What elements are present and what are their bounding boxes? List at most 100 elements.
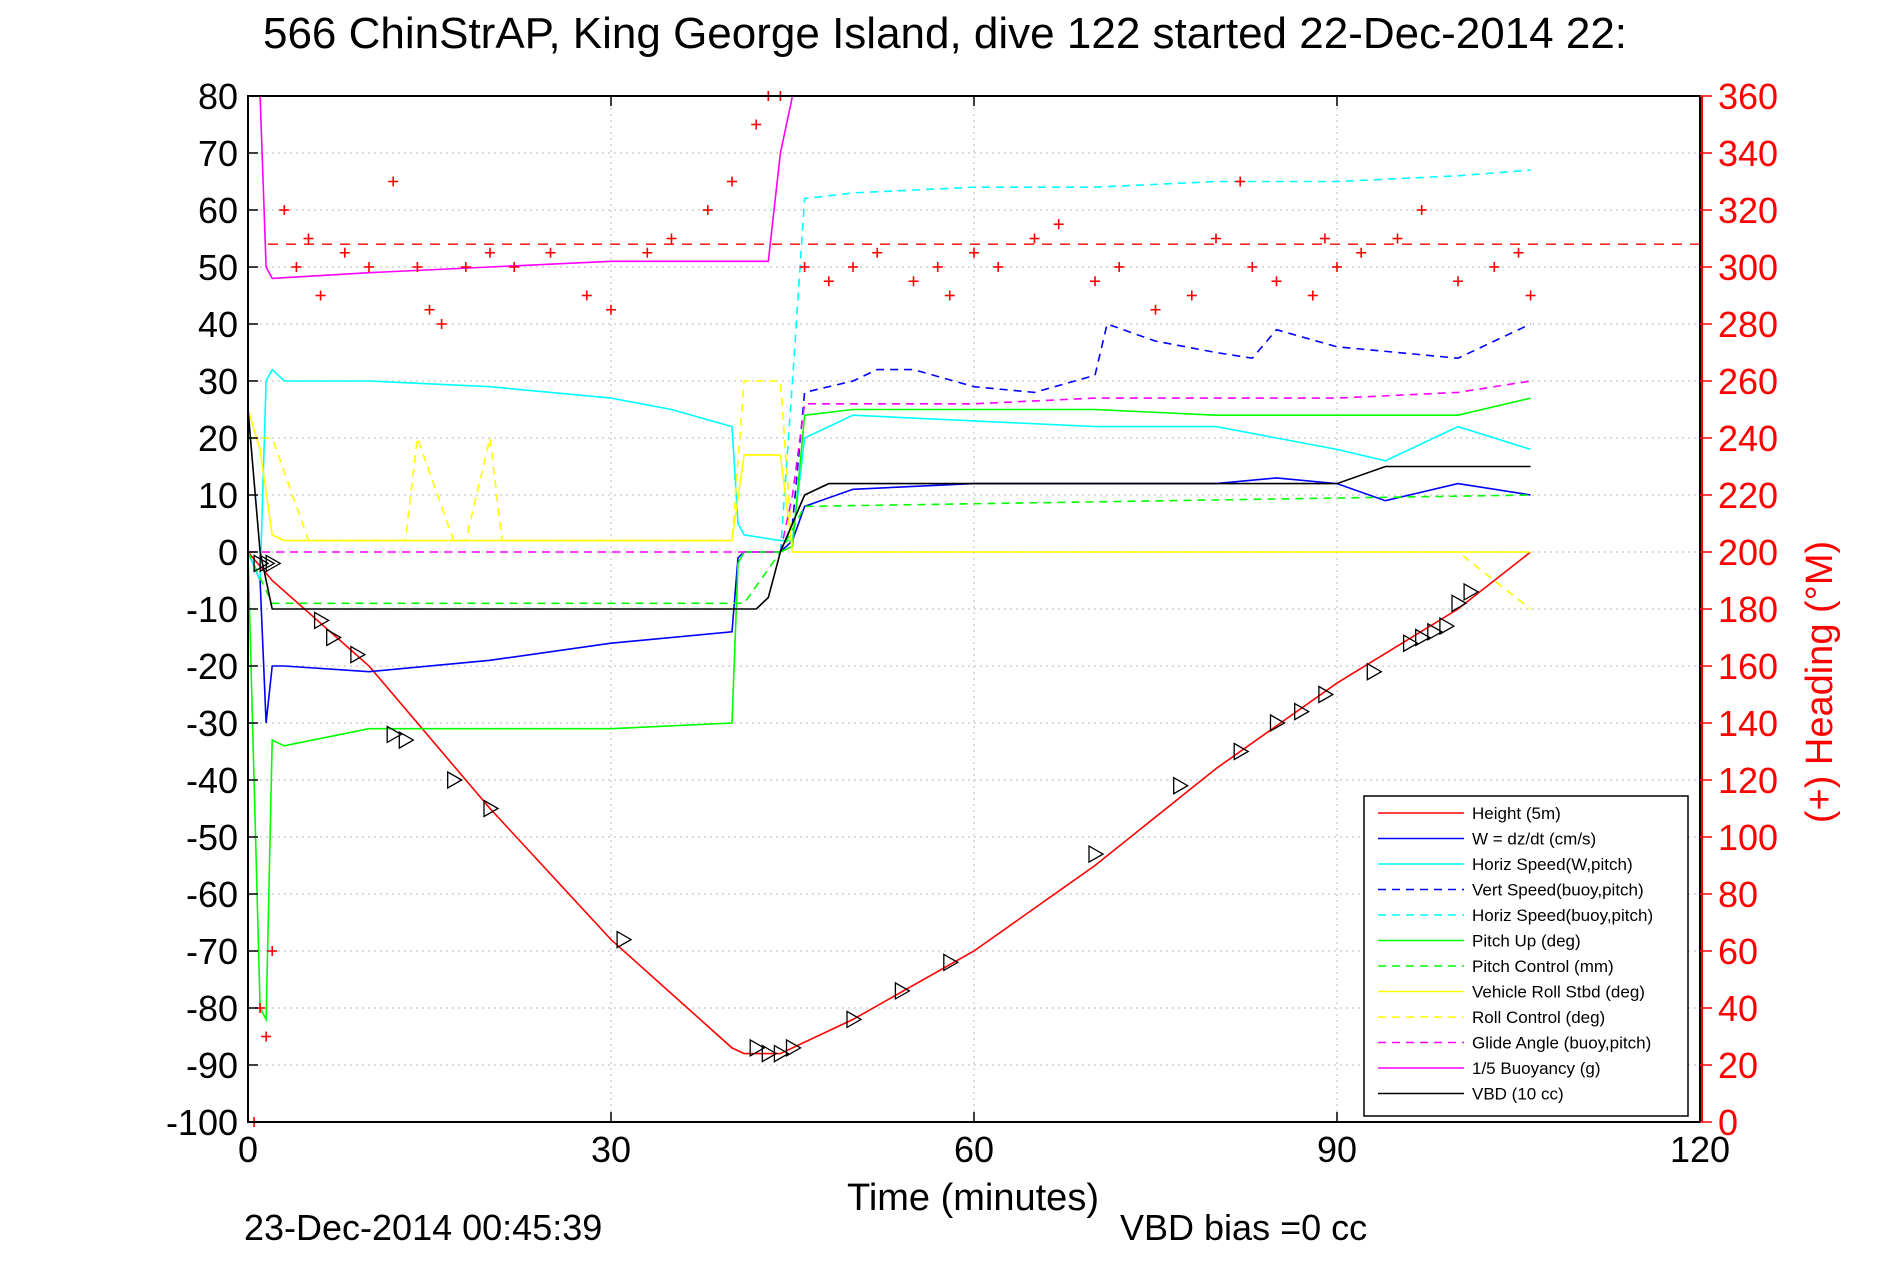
y-left-tick-label: -40 [186,760,238,801]
chart-title: 566 ChinStrAP, King George Island, dive … [263,9,1627,58]
y-right-tick-label: 20 [1718,1045,1758,1086]
heading-marker [1392,233,1403,244]
y-right-tick-label: 180 [1718,589,1778,630]
legend-label: Glide Angle (buoy,pitch) [1472,1034,1651,1053]
y-right-tick-label: 280 [1718,304,1778,345]
heading-marker [823,276,834,287]
series-line-10 [254,95,794,280]
y-right-tick-label: 240 [1718,418,1778,459]
triangle-marker [265,554,282,573]
heading-marker [1211,233,1221,244]
series-line-3 [779,322,1531,553]
legend-label: VBD (10 cc) [1472,1085,1564,1104]
y-right-tick-label: 140 [1718,703,1778,744]
heading-marker [751,119,762,130]
heading-marker [969,247,979,258]
heading-marker [727,176,737,187]
heading-marker [606,304,616,315]
y-right-tick-label: 220 [1718,475,1778,516]
legend-label: Horiz Speed(buoy,pitch) [1472,906,1653,925]
heading-marker [1307,290,1318,301]
triangle-marker [259,554,276,573]
y-axis-right-label: (+) Heading (°M) [1799,541,1841,823]
heading-marker [436,319,447,329]
heading-marker [1356,247,1367,258]
y-left-tick-label: -90 [186,1045,238,1086]
legend-box [1363,795,1689,1117]
triangle-marker [1463,582,1480,602]
legend-label: Pitch Up (deg) [1472,932,1581,951]
heading-marker [261,1031,272,1042]
y-right-tick-label: 200 [1718,532,1778,573]
legend-label: Roll Control (deg) [1472,1008,1605,1027]
x-tick-label: 90 [1317,1129,1357,1170]
heading-marker [1513,247,1524,258]
y-left-tick-label: 10 [198,475,238,516]
x-tick-label: 120 [1670,1129,1730,1170]
markers-layer [253,554,1480,1063]
triangle-marker [1173,776,1190,795]
triangle-marker [1439,616,1456,636]
heading-marker [1319,233,1330,244]
heading-marker [460,262,471,272]
triangle-marker [1088,844,1105,864]
triangle-marker [1294,702,1311,721]
triangle-marker [846,1010,863,1029]
y-left-tick-label: -80 [186,988,238,1029]
y-axis-left-ticks: 80 70 60 50 40 30 20 10 0 -10 -20 -30 -40 -50 -60 -70 -8… [166,76,258,1143]
heading-marker [944,290,955,301]
heading-marker [1150,304,1161,315]
heading-marker [315,290,326,301]
y-axis-right-ticks: 3603403203002802602402202001801601401201… [1700,76,1778,1143]
heading-marker [1416,205,1427,215]
y-right-tick-label: 360 [1718,76,1778,117]
y-left-tick-label: -50 [186,817,238,858]
legend-label: Horiz Speed(W,pitch) [1472,855,1633,874]
heading-marker [509,262,520,272]
y-left-tick-label: -10 [186,589,238,630]
heading-marker [1332,262,1342,272]
triangle-marker [1318,685,1335,704]
footer-timestamp: 23-Dec-2014 00:45:39 [244,1207,602,1248]
series-line-0 [247,551,1532,1055]
y-right-tick-label: 120 [1718,760,1778,801]
heading-marker [1029,233,1040,244]
y-left-tick-label: 60 [198,190,238,231]
y-left-tick-label: 20 [198,418,238,459]
triangle-marker [326,628,343,647]
heading-marker [545,247,556,258]
triangle-marker [749,1038,766,1058]
triangle-marker [1233,742,1250,761]
y-left-tick-label: -100 [166,1102,238,1143]
y-left-tick-label: 0 [218,532,238,573]
triangle-marker [785,1038,802,1058]
triangle-marker [398,730,415,750]
triangle-marker [1269,713,1286,733]
heading-marker [581,290,592,301]
y-left-tick-label: 30 [198,361,238,402]
triangle-marker [761,1044,778,1063]
heading-marker [412,262,423,272]
footer-vbd-bias: VBD bias =0 cc [1120,1207,1367,1248]
heading-marker [1053,219,1064,230]
triangle-marker [483,799,500,818]
triangle-marker [447,770,464,790]
heading-marker [799,262,810,272]
triangle-marker [1366,662,1383,681]
y-left-tick-label: 80 [198,76,238,117]
y-right-tick-label: 0 [1718,1102,1738,1143]
y-left-tick-label: -30 [186,703,238,744]
triangle-marker [386,725,403,744]
heading-marker [848,262,858,272]
heading-marker [279,205,290,215]
heading-marker [1090,276,1100,287]
y-right-tick-label: 320 [1718,190,1778,231]
heading-marker [642,247,653,258]
heading-marker [872,247,883,258]
heading-marker [1271,276,1282,287]
y-right-tick-label: 260 [1718,361,1778,402]
triangle-marker [1427,622,1444,641]
heading-marker [1453,276,1463,287]
triangle-marker [1402,634,1419,653]
